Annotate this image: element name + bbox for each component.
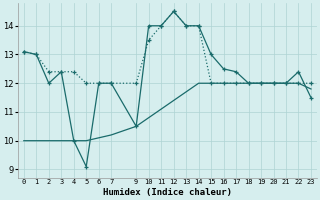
X-axis label: Humidex (Indice chaleur): Humidex (Indice chaleur) xyxy=(103,188,232,197)
